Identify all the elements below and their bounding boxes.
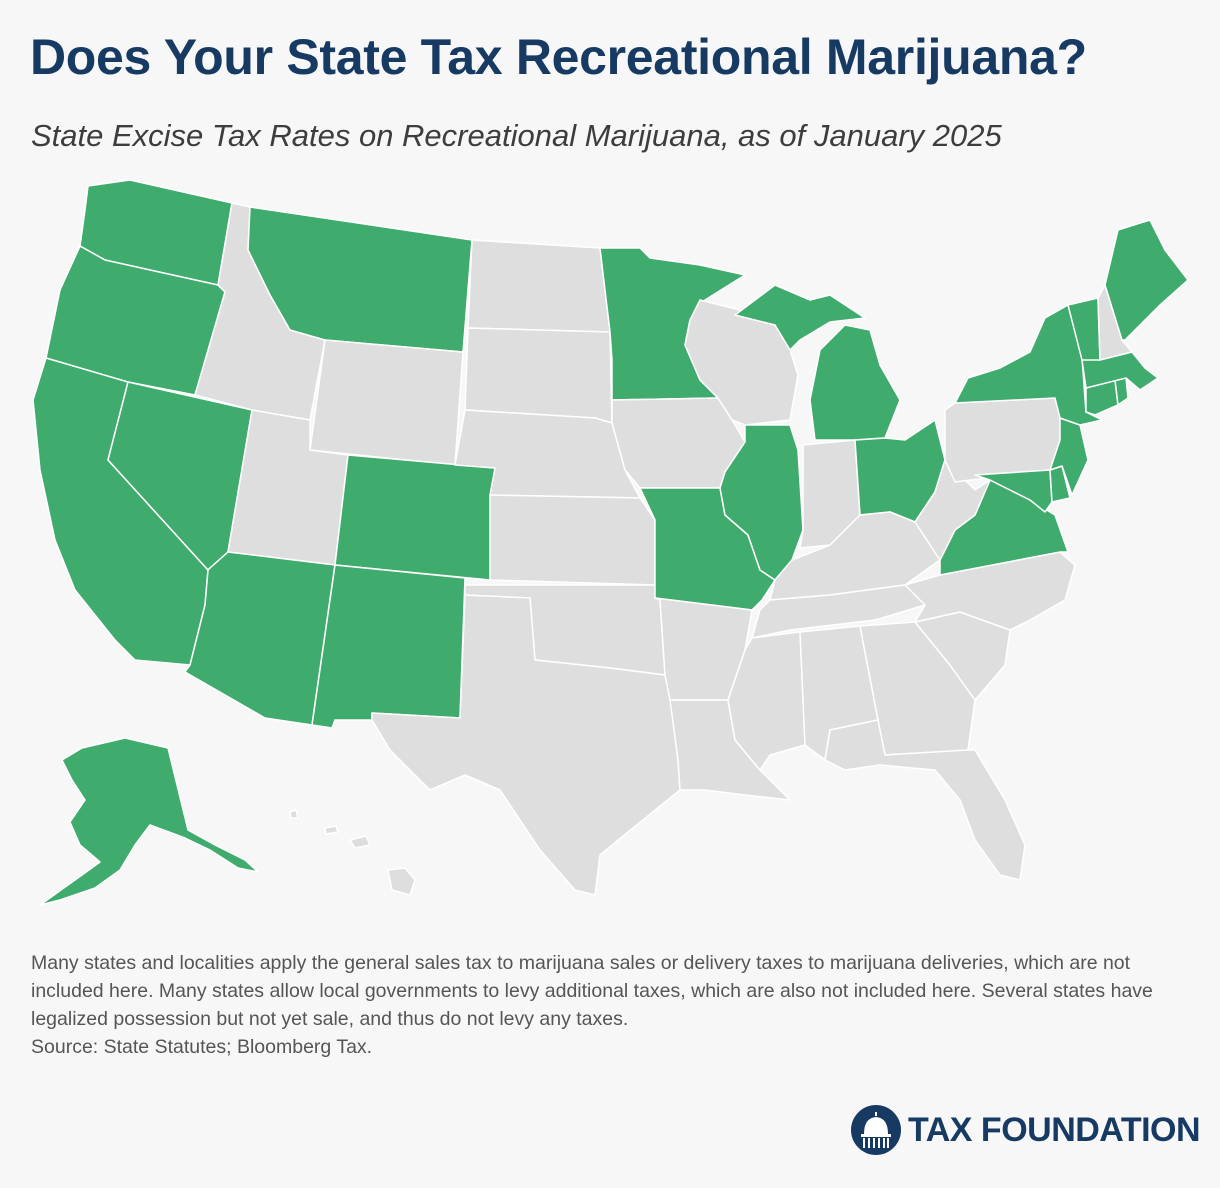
state-tn[interactable] (751, 574, 941, 639)
state-nm[interactable] (311, 564, 466, 729)
state-nj[interactable] (1049, 417, 1089, 496)
state-wv[interactable] (914, 459, 991, 561)
state-nd[interactable] (467, 239, 611, 333)
state-nh[interactable] (1097, 284, 1133, 361)
tax-foundation-logo: TAX FOUNDATION (850, 1104, 1201, 1156)
state-mi[interactable] (809, 324, 901, 441)
brand-name: TAX FOUNDATION (908, 1110, 1201, 1149)
state-il[interactable] (719, 424, 804, 581)
state-az[interactable] (184, 551, 336, 726)
state-ak[interactable] (39, 737, 259, 906)
map-svg (32, 179, 1189, 906)
footnote-body: Many states and localities apply the gen… (31, 952, 1153, 1030)
state-pa[interactable] (944, 397, 1066, 483)
state-sd[interactable] (464, 327, 613, 424)
state-hi[interactable] (289, 809, 416, 896)
page-subtitle: State Excise Tax Rates on Recreational M… (31, 118, 1002, 153)
state-fl[interactable] (824, 719, 1026, 881)
footnote: Many states and localities apply the gen… (31, 950, 1196, 1062)
state-tx[interactable] (371, 594, 681, 896)
state-ks[interactable] (489, 494, 656, 586)
state-ma[interactable] (1081, 351, 1159, 391)
state-co[interactable] (334, 454, 496, 581)
capitol-dome-icon (851, 1105, 901, 1155)
state-mi-upper[interactable] (734, 284, 866, 351)
source-line: Source: State Statutes; Bloomberg Tax. (31, 1035, 373, 1058)
state-wy[interactable] (309, 339, 464, 466)
state-ri[interactable] (1114, 377, 1129, 406)
state-me[interactable] (1104, 219, 1189, 341)
us-state-map (0, 170, 1220, 920)
page-title: Does Your State Tax Recreational Marijua… (30, 29, 1087, 85)
